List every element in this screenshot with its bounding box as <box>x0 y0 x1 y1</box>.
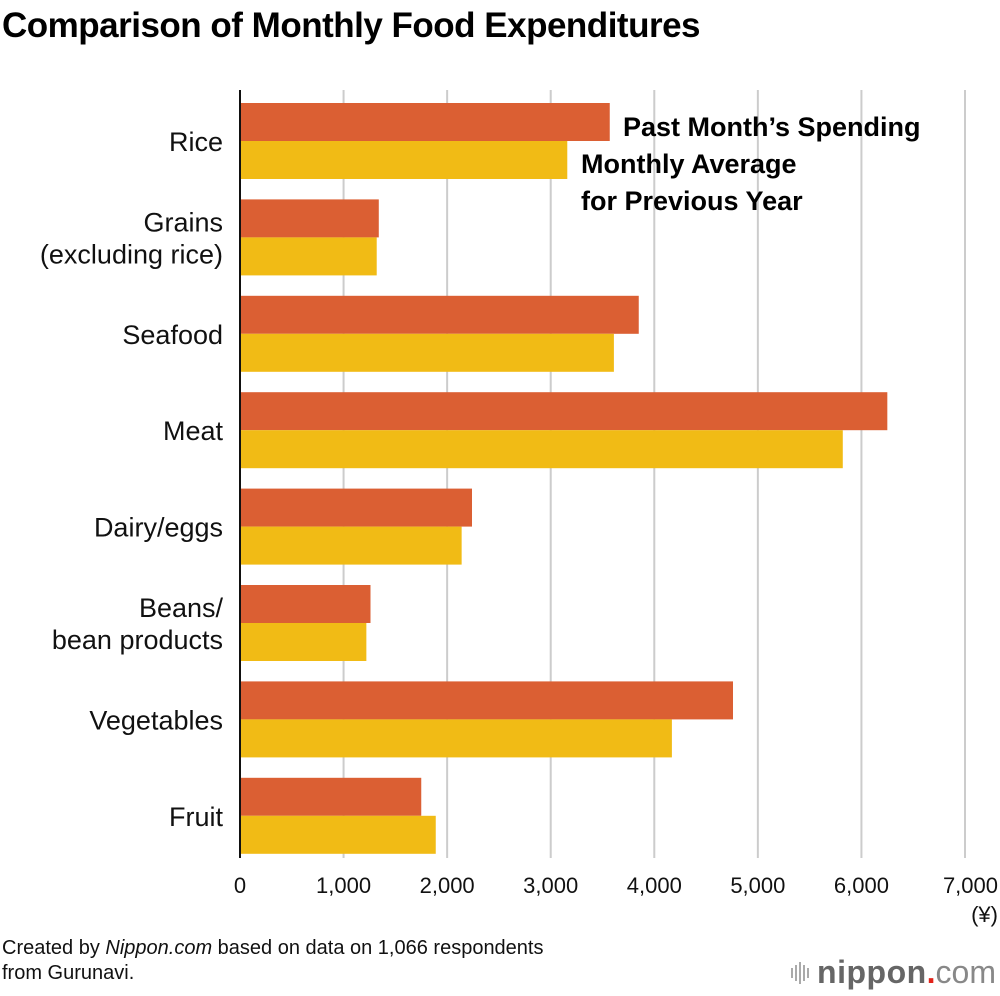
legend-past-month: Past Month’s Spending <box>623 112 921 142</box>
source-line2: from Gurunavi. <box>2 962 135 984</box>
x-tick-label: 0 <box>234 873 246 898</box>
category-label: Rice <box>169 127 223 157</box>
x-tick-label: 6,000 <box>834 873 889 898</box>
bar-previous-year-average <box>240 333 614 372</box>
bar-previous-year-average <box>240 237 377 276</box>
bar-past-month <box>240 103 610 141</box>
nippon-logo: nippon. com <box>791 954 996 991</box>
logo-dot: . <box>926 954 936 990</box>
x-tick-label: 2,000 <box>420 873 475 898</box>
x-tick-labels: 0 1,000 2,000 3,000 4,000 5,000 6,000 7,000 <box>234 873 998 898</box>
x-tick-label: 7,000 <box>943 873 998 898</box>
category-label: Beans/ <box>139 593 224 623</box>
legend-previous-year: for Previous Year <box>581 186 803 216</box>
legend-previous-year: Monthly Average <box>581 149 797 179</box>
bar-past-month <box>240 488 472 527</box>
category-label: Grains <box>143 207 223 237</box>
bar-previous-year-average <box>240 141 568 179</box>
source-prefix: Created by <box>2 937 106 959</box>
bar-past-month <box>240 295 639 334</box>
bar-previous-year-average <box>240 623 367 661</box>
bar-previous-year-average <box>240 815 436 854</box>
legend: Past Month’s Spending Monthly Average for … <box>581 112 921 216</box>
bar-past-month <box>240 392 888 431</box>
bar-past-month <box>240 199 379 238</box>
category-label: Seafood <box>122 320 223 350</box>
bar-previous-year-average <box>240 719 672 758</box>
source-note: Created by Nippon.com based on data on 1… <box>2 936 544 986</box>
x-tick-label: 4,000 <box>627 873 682 898</box>
source-name: Nippon.com <box>105 937 213 959</box>
bar-past-month <box>240 777 422 816</box>
x-tick-label: 3,000 <box>523 873 578 898</box>
x-tick-label: 5,000 <box>730 873 785 898</box>
logo-brand: nippon <box>817 954 927 990</box>
bar-previous-year-average <box>240 526 462 565</box>
bars <box>240 103 888 854</box>
category-label: Fruit <box>169 802 223 832</box>
logo-tld: com <box>935 954 996 990</box>
category-label: bean products <box>52 625 223 655</box>
chart-title: Comparison of Monthly Food Expenditures <box>2 6 701 45</box>
category-label: Dairy/eggs <box>94 513 223 543</box>
bar-previous-year-average <box>240 430 843 469</box>
category-label: Meat <box>163 416 224 446</box>
source-suffix: based on data on 1,066 respondents <box>212 937 544 959</box>
category-labels: Rice Grains(excluding rice) Seafood Meat Dai… <box>40 127 224 832</box>
category-label: (excluding rice) <box>40 239 223 269</box>
sound-bars-icon <box>791 961 810 984</box>
bar-past-month <box>240 585 371 623</box>
x-tick-label: 1,000 <box>316 873 371 898</box>
x-axis-unit: (¥) <box>971 902 998 927</box>
bar-past-month <box>240 681 733 720</box>
category-label: Vegetables <box>89 705 223 735</box>
